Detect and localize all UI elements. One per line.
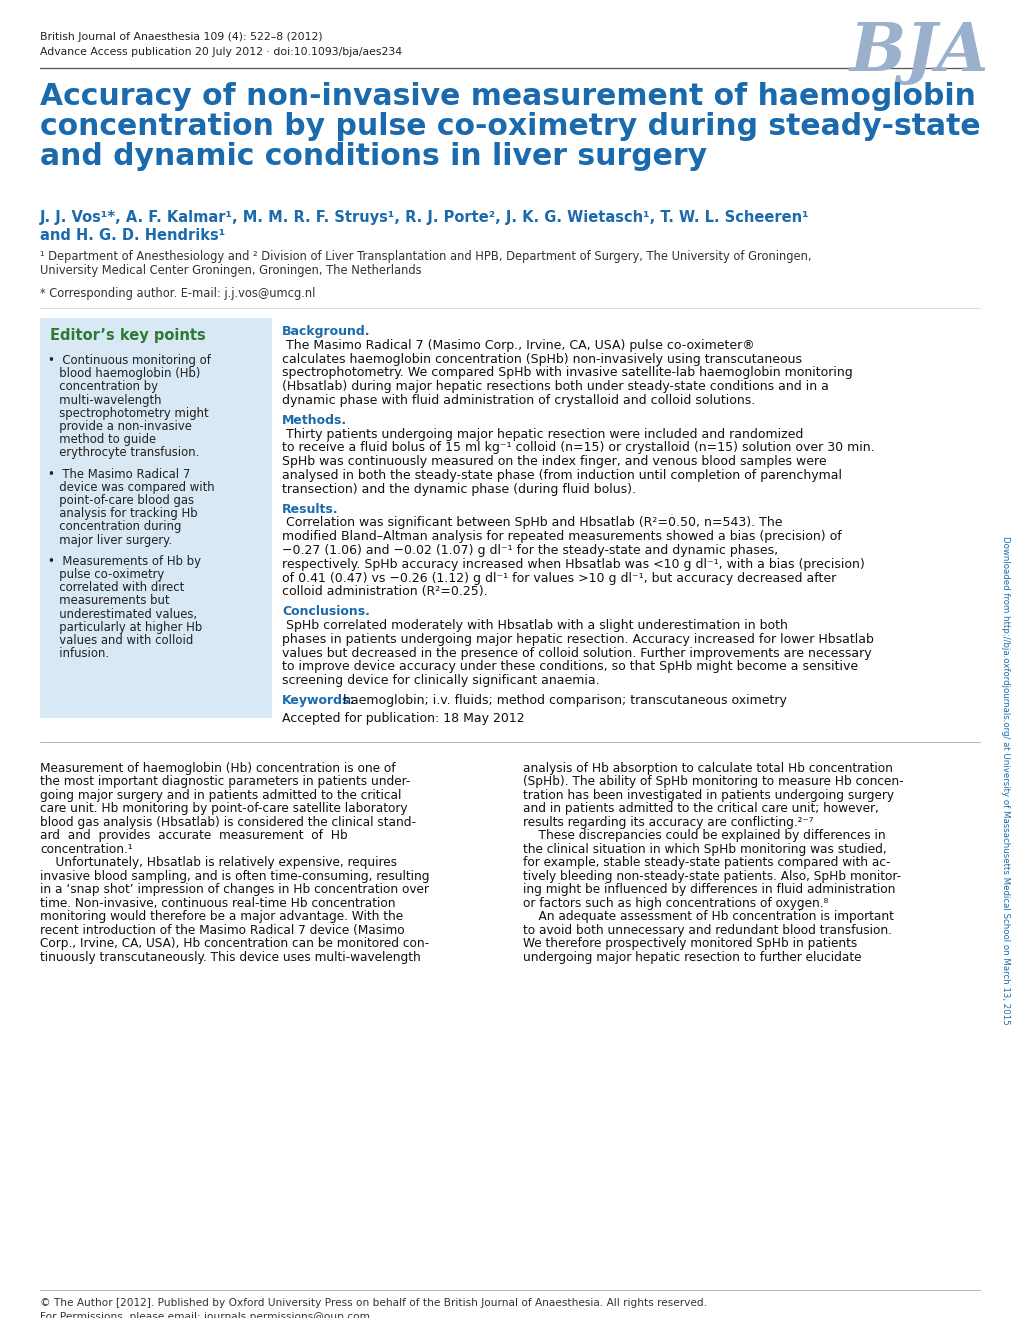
FancyBboxPatch shape <box>40 318 272 718</box>
Text: Conclusions.: Conclusions. <box>281 605 370 618</box>
Text: •  The Masimo Radical 7: • The Masimo Radical 7 <box>48 468 191 481</box>
Text: analysis of Hb absorption to calculate total Hb concentration: analysis of Hb absorption to calculate t… <box>523 762 892 775</box>
Text: spectrophotometry. We compared SpHb with invasive satellite-lab haemoglobin moni: spectrophotometry. We compared SpHb with… <box>281 366 852 380</box>
Text: BJA: BJA <box>849 20 988 84</box>
Text: These discrepancies could be explained by differences in: These discrepancies could be explained b… <box>523 829 884 842</box>
Text: •  Measurements of Hb by: • Measurements of Hb by <box>48 555 201 568</box>
Text: infusion.: infusion. <box>48 647 109 660</box>
Text: care unit. Hb monitoring by point-of-care satellite laboratory: care unit. Hb monitoring by point-of-car… <box>40 803 408 815</box>
Text: or factors such as high concentrations of oxygen.⁸: or factors such as high concentrations o… <box>523 896 827 909</box>
Text: Accepted for publication: 18 May 2012: Accepted for publication: 18 May 2012 <box>281 712 524 725</box>
Text: the most important diagnostic parameters in patients under-: the most important diagnostic parameters… <box>40 775 410 788</box>
Text: the clinical situation in which SpHb monitoring was studied,: the clinical situation in which SpHb mon… <box>523 842 886 855</box>
Text: Accuracy of non-invasive measurement of haemoglobin: Accuracy of non-invasive measurement of … <box>40 82 975 111</box>
Text: calculates haemoglobin concentration (SpHb) non-invasively using transcutaneous: calculates haemoglobin concentration (Sp… <box>281 353 801 365</box>
Text: Results.: Results. <box>281 502 338 515</box>
Text: British Journal of Anaesthesia 109 (4): 522–8 (2012): British Journal of Anaesthesia 109 (4): … <box>40 32 322 42</box>
Text: Corp., Irvine, CA, USA), Hb concentration can be monitored con-: Corp., Irvine, CA, USA), Hb concentratio… <box>40 937 429 950</box>
Text: ard  and  provides  accurate  measurement  of  Hb: ard and provides accurate measurement of… <box>40 829 347 842</box>
Text: (Hbsatlab) during major hepatic resections both under steady-state conditions an: (Hbsatlab) during major hepatic resectio… <box>281 380 828 393</box>
Text: blood haemoglobin (Hb): blood haemoglobin (Hb) <box>48 368 200 380</box>
Text: tration has been investigated in patients undergoing surgery: tration has been investigated in patient… <box>523 788 893 801</box>
Text: SpHb correlated moderately with Hbsatlab with a slight underestimation in both: SpHb correlated moderately with Hbsatlab… <box>281 619 787 633</box>
Text: particularly at higher Hb: particularly at higher Hb <box>48 621 202 634</box>
Text: •  Continuous monitoring of: • Continuous monitoring of <box>48 355 211 366</box>
Text: © The Author [2012]. Published by Oxford University Press on behalf of the Briti: © The Author [2012]. Published by Oxford… <box>40 1298 706 1307</box>
Text: SpHb was continuously measured on the index finger, and venous blood samples wer: SpHb was continuously measured on the in… <box>281 455 825 468</box>
Text: Unfortunately, Hbsatlab is relatively expensive, requires: Unfortunately, Hbsatlab is relatively ex… <box>40 857 396 869</box>
Text: results regarding its accuracy are conflicting.²⁻⁷: results regarding its accuracy are confl… <box>523 816 813 829</box>
Text: Downloaded from http://bja.oxfordjournals.org/ at University of Massachusetts Me: Downloaded from http://bja.oxfordjournal… <box>1001 535 1010 1024</box>
Text: We therefore prospectively monitored SpHb in patients: We therefore prospectively monitored SpH… <box>523 937 856 950</box>
Text: analysis for tracking Hb: analysis for tracking Hb <box>48 507 198 521</box>
Text: colloid administration (R²=0.25).: colloid administration (R²=0.25). <box>281 585 487 598</box>
Text: concentration during: concentration during <box>48 521 181 534</box>
Text: provide a non-invasive: provide a non-invasive <box>48 420 192 434</box>
Text: Methods.: Methods. <box>281 414 346 427</box>
Text: monitoring would therefore be a major advantage. With the: monitoring would therefore be a major ad… <box>40 911 403 923</box>
Text: J. J. Vos¹*, A. F. Kalmar¹, M. M. R. F. Struys¹, R. J. Porte², J. K. G. Wietasch: J. J. Vos¹*, A. F. Kalmar¹, M. M. R. F. … <box>40 210 809 225</box>
Text: values and with colloid: values and with colloid <box>48 634 193 647</box>
Text: and in patients admitted to the critical care unit; however,: and in patients admitted to the critical… <box>523 803 878 815</box>
Text: University Medical Center Groningen, Groningen, The Netherlands: University Medical Center Groningen, Gro… <box>40 264 421 277</box>
Text: * Corresponding author. E-mail: j.j.vos@umcg.nl: * Corresponding author. E-mail: j.j.vos@… <box>40 287 315 301</box>
Text: respectively. SpHb accuracy increased when Hbsatlab was <10 g dl⁻¹, with a bias : respectively. SpHb accuracy increased wh… <box>281 558 864 571</box>
Text: −0.27 (1.06) and −0.02 (1.07) g dl⁻¹ for the steady-state and dynamic phases,: −0.27 (1.06) and −0.02 (1.07) g dl⁻¹ for… <box>281 544 777 558</box>
Text: For Permissions, please email: journals.permissions@oup.com: For Permissions, please email: journals.… <box>40 1311 370 1318</box>
Text: major liver surgery.: major liver surgery. <box>48 534 172 547</box>
Text: pulse co-oximetry: pulse co-oximetry <box>48 568 164 581</box>
Text: concentration by pulse co-oximetry during steady-state: concentration by pulse co-oximetry durin… <box>40 112 979 141</box>
Text: device was compared with: device was compared with <box>48 481 214 494</box>
Text: to receive a fluid bolus of 15 ml kg⁻¹ colloid (n=15) or crystalloid (n=15) solu: to receive a fluid bolus of 15 ml kg⁻¹ c… <box>281 442 873 455</box>
Text: time. Non-invasive, continuous real-time Hb concentration: time. Non-invasive, continuous real-time… <box>40 896 395 909</box>
Text: tively bleeding non-steady-state patients. Also, SpHb monitor-: tively bleeding non-steady-state patient… <box>523 870 900 883</box>
Text: underestimated values,: underestimated values, <box>48 608 197 621</box>
Text: dynamic phase with fluid administration of crystalloid and colloid solutions.: dynamic phase with fluid administration … <box>281 394 754 407</box>
Text: in a ‘snap shot’ impression of changes in Hb concentration over: in a ‘snap shot’ impression of changes i… <box>40 883 428 896</box>
Text: haemoglobin; i.v. fluids; method comparison; transcutaneous oximetry: haemoglobin; i.v. fluids; method compari… <box>338 695 786 706</box>
Text: and dynamic conditions in liver surgery: and dynamic conditions in liver surgery <box>40 142 706 171</box>
Text: to avoid both unnecessary and redundant blood transfusion.: to avoid both unnecessary and redundant … <box>523 924 891 937</box>
Text: concentration by: concentration by <box>48 381 158 393</box>
Text: values but decreased in the presence of colloid solution. Further improvements a: values but decreased in the presence of … <box>281 647 871 659</box>
Text: Measurement of haemoglobin (Hb) concentration is one of: Measurement of haemoglobin (Hb) concentr… <box>40 762 395 775</box>
Text: concentration.¹: concentration.¹ <box>40 842 132 855</box>
Text: Background.: Background. <box>281 326 370 337</box>
Text: transection) and the dynamic phase (during fluid bolus).: transection) and the dynamic phase (duri… <box>281 482 636 496</box>
Text: for example, stable steady-state patients compared with ac-: for example, stable steady-state patient… <box>523 857 890 869</box>
Text: correlated with direct: correlated with direct <box>48 581 184 594</box>
Text: Correlation was significant between SpHb and Hbsatlab (R²=0.50, n=543). The: Correlation was significant between SpHb… <box>281 517 782 530</box>
Text: phases in patients undergoing major hepatic resection. Accuracy increased for lo: phases in patients undergoing major hepa… <box>281 633 873 646</box>
Text: The Masimo Radical 7 (Masimo Corp., Irvine, CA, USA) pulse co-oximeter®: The Masimo Radical 7 (Masimo Corp., Irvi… <box>281 339 754 352</box>
Text: multi-wavelength: multi-wavelength <box>48 394 161 406</box>
Text: going major surgery and in patients admitted to the critical: going major surgery and in patients admi… <box>40 788 401 801</box>
Text: recent introduction of the Masimo Radical 7 device (Masimo: recent introduction of the Masimo Radica… <box>40 924 405 937</box>
Text: (SpHb). The ability of SpHb monitoring to measure Hb concen-: (SpHb). The ability of SpHb monitoring t… <box>523 775 903 788</box>
Text: tinuously transcutaneously. This device uses multi-wavelength: tinuously transcutaneously. This device … <box>40 950 421 963</box>
Text: undergoing major hepatic resection to further elucidate: undergoing major hepatic resection to fu… <box>523 950 861 963</box>
Text: erythrocyte transfusion.: erythrocyte transfusion. <box>48 447 199 460</box>
Text: blood gas analysis (Hbsatlab) is considered the clinical stand-: blood gas analysis (Hbsatlab) is conside… <box>40 816 416 829</box>
Text: measurements but: measurements but <box>48 594 169 608</box>
Text: An adequate assessment of Hb concentration is important: An adequate assessment of Hb concentrati… <box>523 911 893 923</box>
Text: Advance Access publication 20 July 2012 · doi:10.1093/bja/aes234: Advance Access publication 20 July 2012 … <box>40 47 401 57</box>
Text: invasive blood sampling, and is often time-consuming, resulting: invasive blood sampling, and is often ti… <box>40 870 429 883</box>
Text: modified Bland–Altman analysis for repeated measurements showed a bias (precisio: modified Bland–Altman analysis for repea… <box>281 530 841 543</box>
Text: ¹ Department of Anesthesiology and ² Division of Liver Transplantation and HPB, : ¹ Department of Anesthesiology and ² Div… <box>40 250 811 264</box>
Text: of 0.41 (0.47) vs −0.26 (1.12) g dl⁻¹ for values >10 g dl⁻¹, but accuracy decrea: of 0.41 (0.47) vs −0.26 (1.12) g dl⁻¹ fo… <box>281 572 836 585</box>
Text: Thirty patients undergoing major hepatic resection were included and randomized: Thirty patients undergoing major hepatic… <box>281 427 803 440</box>
Text: and H. G. D. Hendriks¹: and H. G. D. Hendriks¹ <box>40 228 225 243</box>
Text: analysed in both the steady-state phase (from induction until completion of pare: analysed in both the steady-state phase … <box>281 469 841 482</box>
Text: Editor’s key points: Editor’s key points <box>50 328 206 343</box>
Text: Keywords:: Keywords: <box>281 695 355 706</box>
Text: spectrophotometry might: spectrophotometry might <box>48 407 209 420</box>
Text: point-of-care blood gas: point-of-care blood gas <box>48 494 194 507</box>
Text: method to guide: method to guide <box>48 434 156 447</box>
Text: ing might be influenced by differences in fluid administration: ing might be influenced by differences i… <box>523 883 895 896</box>
Text: to improve device accuracy under these conditions, so that SpHb might become a s: to improve device accuracy under these c… <box>281 660 857 673</box>
Text: screening device for clinically significant anaemia.: screening device for clinically signific… <box>281 675 599 687</box>
